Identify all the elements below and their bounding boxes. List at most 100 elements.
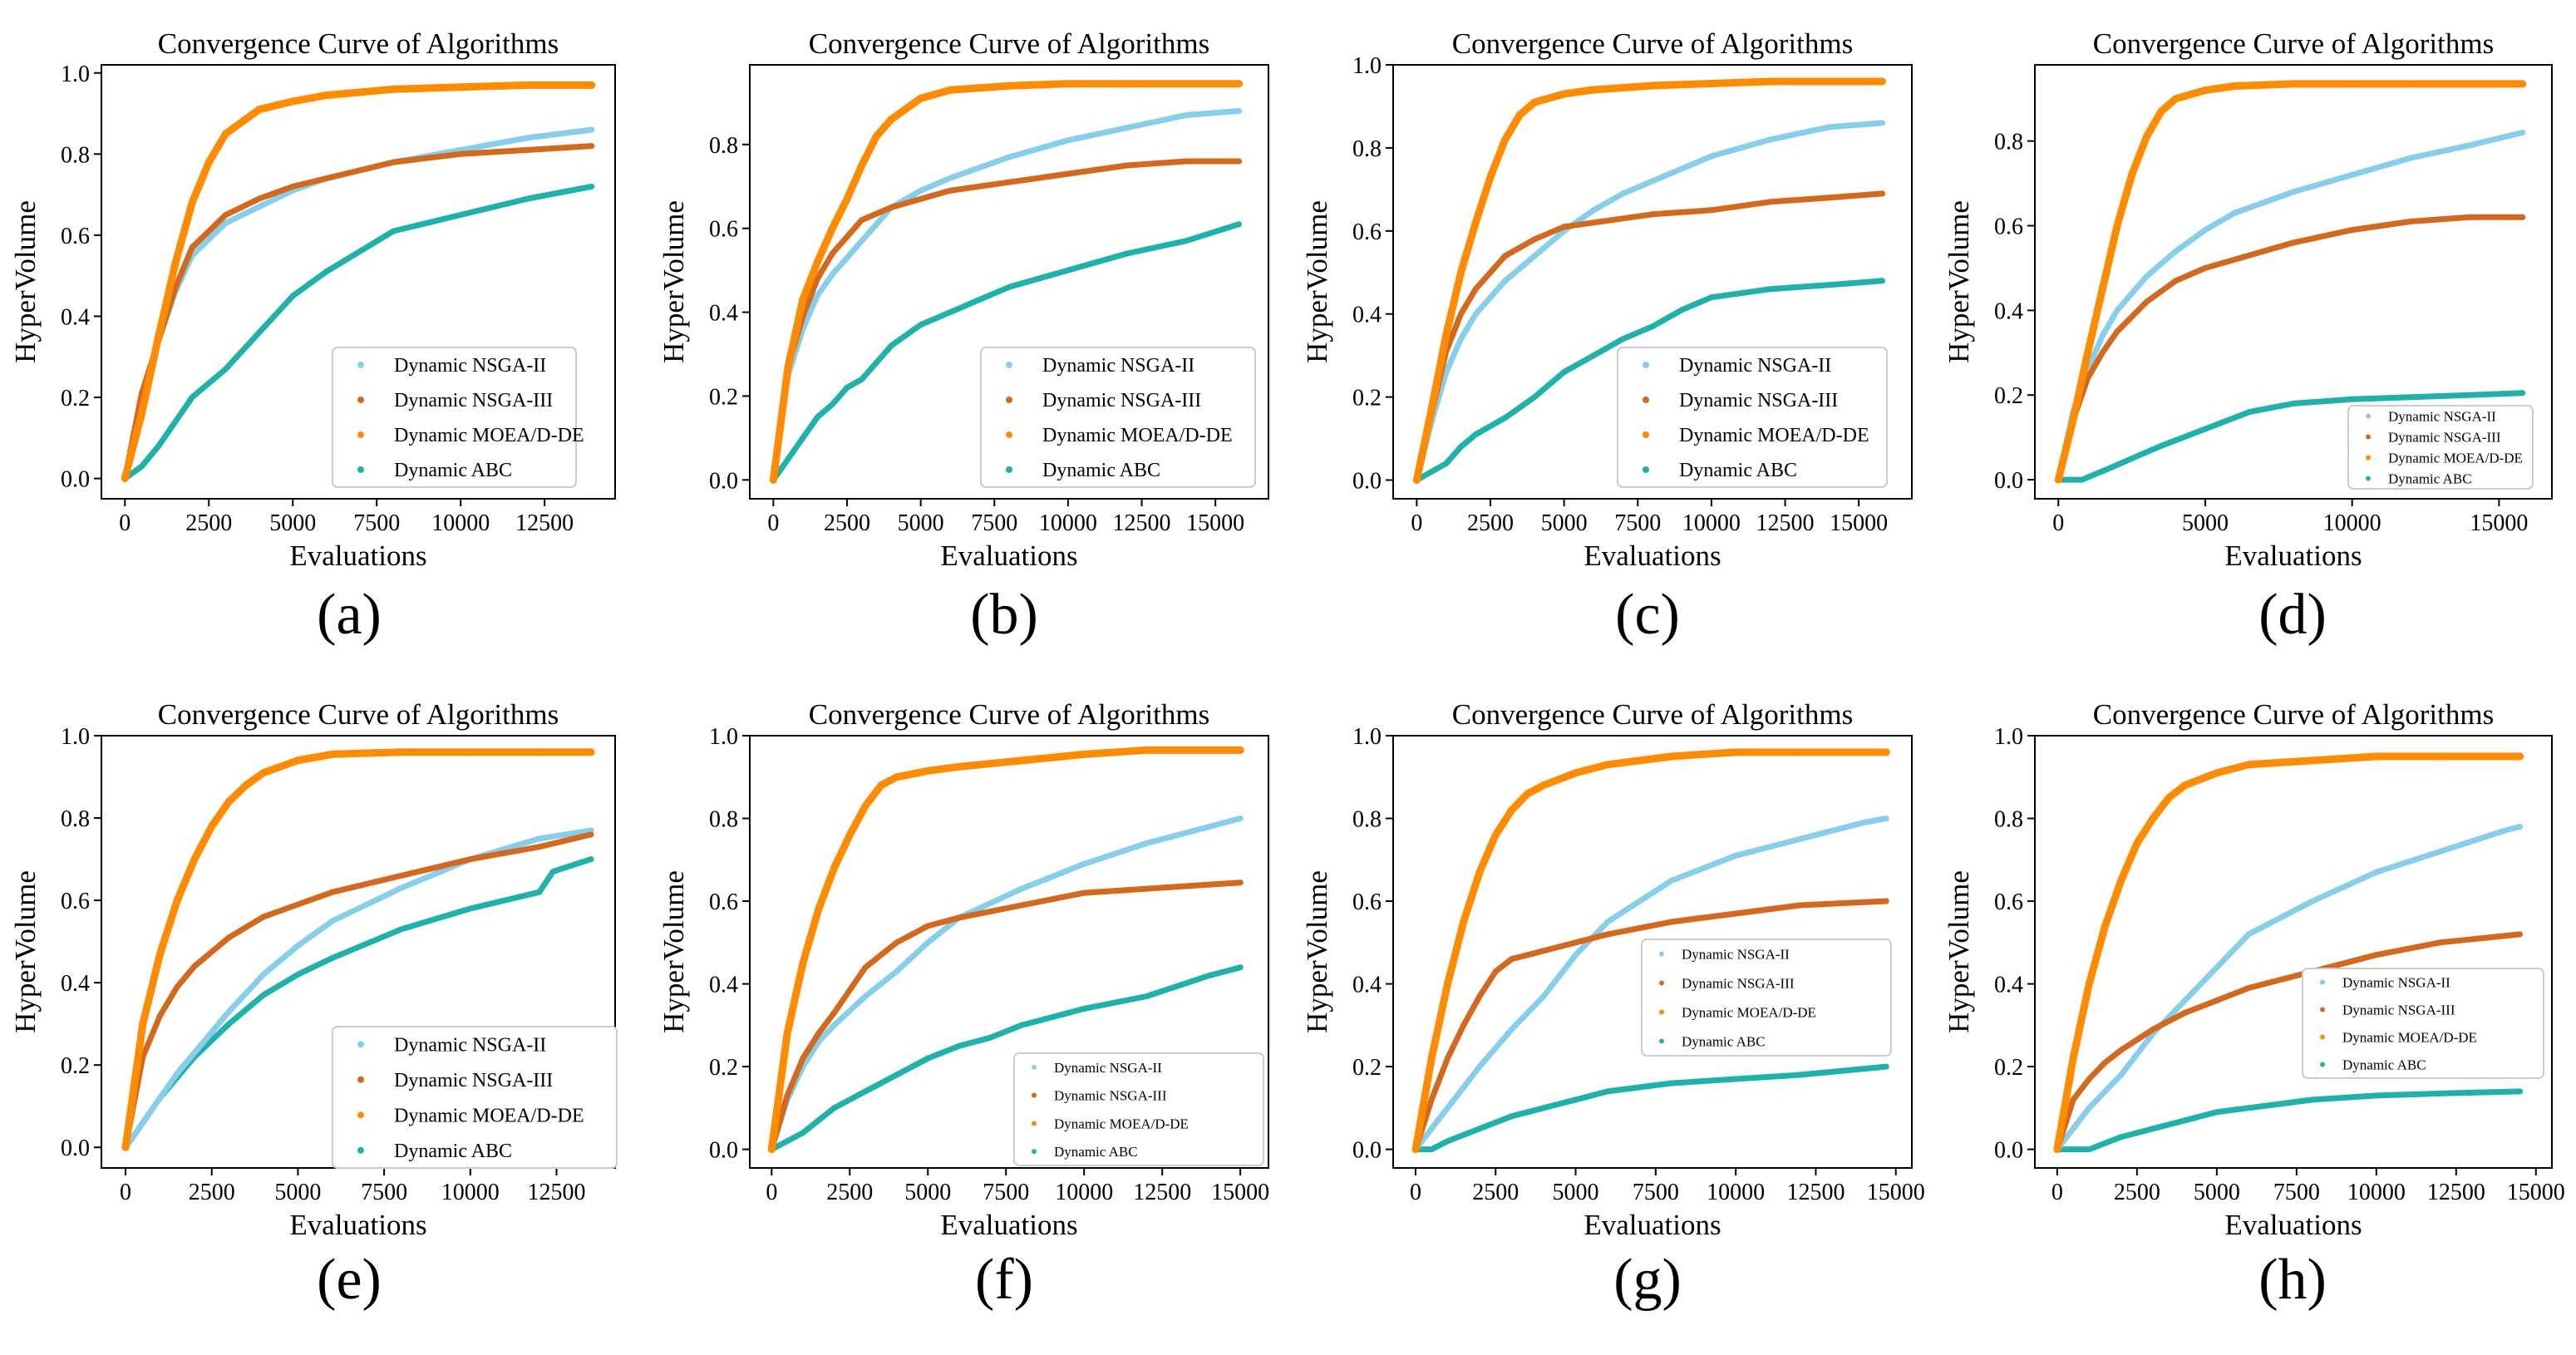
legend-marker-abc bbox=[1032, 1149, 1037, 1155]
x-axis-label: Evaluations bbox=[289, 1209, 426, 1241]
data-point-moead bbox=[389, 85, 397, 93]
data-point-nsga3 bbox=[2517, 931, 2524, 938]
data-point-nsga2 bbox=[2182, 998, 2188, 1003]
data-point-moead bbox=[2128, 170, 2136, 179]
data-point-nsga3 bbox=[2437, 939, 2444, 946]
data-point-nsga3 bbox=[1649, 211, 1656, 218]
data-point-moead bbox=[139, 1020, 147, 1028]
legend-label-nsga3: Dynamic NSGA-III bbox=[1042, 390, 1201, 411]
y-tick-label: 0.4 bbox=[1352, 303, 1382, 328]
series-line-nsga3 bbox=[1412, 898, 1889, 1153]
data-point-moead bbox=[2519, 80, 2527, 88]
data-point-abc bbox=[549, 868, 556, 875]
chart-title: Convergence Curve of Algorithms bbox=[158, 698, 559, 731]
series-line-abc bbox=[2055, 390, 2526, 483]
y-tick-label: 0.4 bbox=[61, 304, 90, 330]
y-tick-label: 0.2 bbox=[709, 1055, 738, 1081]
data-point-moead bbox=[1539, 781, 1548, 790]
x-tick-label: 10000 bbox=[2323, 510, 2381, 536]
data-point-nsga3 bbox=[1018, 902, 1025, 909]
data-point-moead bbox=[2098, 285, 2106, 293]
data-point-nsga2 bbox=[1604, 919, 1611, 925]
y-tick-label: 0.6 bbox=[709, 889, 738, 915]
legend-label-abc: Dynamic ABC bbox=[1054, 1144, 1138, 1160]
legend-marker-abc bbox=[1643, 466, 1649, 473]
data-point-abc bbox=[1443, 461, 1450, 466]
y-tick-label: 0.6 bbox=[1352, 219, 1382, 245]
data-point-nsga3 bbox=[256, 195, 263, 202]
x-tick-label: 2500 bbox=[1472, 1180, 1519, 1205]
y-tick-label: 1.0 bbox=[1352, 53, 1382, 79]
x-tick-label: 5000 bbox=[2194, 1180, 2240, 1205]
data-point-nsga2 bbox=[859, 238, 865, 244]
data-point-nsga3 bbox=[2245, 985, 2252, 991]
legend-label-nsga3: Dynamic NSGA-III bbox=[2388, 430, 2501, 446]
data-point-nsga2 bbox=[1183, 112, 1189, 118]
data-point-abc bbox=[1879, 278, 1885, 284]
data-point-nsga3 bbox=[800, 1055, 806, 1062]
data-point-nsga2 bbox=[588, 827, 594, 834]
data-point-nsga3 bbox=[831, 1009, 837, 1016]
data-point-abc bbox=[859, 376, 865, 382]
data-point-abc bbox=[2309, 1096, 2316, 1103]
data-point-moead bbox=[1142, 746, 1150, 754]
legend-marker-moead bbox=[2366, 455, 2371, 461]
legend-label-nsga3: Dynamic NSGA-III bbox=[394, 1070, 553, 1091]
data-point-nsga3 bbox=[2373, 952, 2380, 958]
data-point-abc bbox=[588, 856, 594, 863]
x-tick-label: 2500 bbox=[2114, 1180, 2160, 1205]
legend-label-abc: Dynamic ABC bbox=[2342, 1057, 2426, 1073]
data-point-nsga2 bbox=[1826, 124, 1833, 131]
data-point-moead bbox=[917, 94, 925, 102]
data-point-abc bbox=[2466, 392, 2473, 398]
data-point-nsga3 bbox=[1708, 207, 1715, 214]
y-tick-label: 0.6 bbox=[1352, 889, 1382, 915]
data-point-moead bbox=[1123, 80, 1131, 88]
y-tick-label: 0.4 bbox=[1994, 298, 2023, 324]
data-point-nsga2 bbox=[1732, 852, 1739, 859]
data-point-nsga3 bbox=[2349, 227, 2356, 234]
data-point-abc bbox=[800, 1130, 806, 1136]
data-point-nsga3 bbox=[815, 1030, 822, 1037]
data-point-nsga2 bbox=[947, 175, 953, 181]
data-point-abc bbox=[815, 1117, 822, 1124]
legend-marker-nsga3 bbox=[1006, 397, 1012, 403]
y-tick-label: 0.6 bbox=[61, 224, 90, 249]
data-point-nsga3 bbox=[784, 1092, 791, 1099]
legend-marker-moead bbox=[1659, 1009, 1664, 1015]
data-point-moead bbox=[2157, 107, 2165, 116]
data-point-moead bbox=[1879, 77, 1886, 86]
data-point-nsga3 bbox=[398, 872, 405, 879]
data-point-moead bbox=[323, 91, 331, 100]
data-point-moead bbox=[2516, 752, 2524, 761]
x-axis-label: Evaluations bbox=[940, 540, 1077, 572]
data-point-nsga3 bbox=[1124, 162, 1130, 169]
data-point-nsga3 bbox=[2290, 239, 2297, 246]
x-tick-label: 7500 bbox=[1633, 1180, 1679, 1205]
data-point-abc bbox=[2070, 1146, 2076, 1153]
data-point-nsga2 bbox=[2086, 1105, 2092, 1111]
data-point-abc bbox=[1531, 394, 1538, 401]
data-point-moead bbox=[1411, 1146, 1420, 1154]
data-point-moead bbox=[2101, 922, 2109, 930]
data-point-nsga3 bbox=[2102, 1059, 2108, 1066]
data-point-nsga2 bbox=[589, 126, 595, 133]
legend-marker-moead bbox=[1032, 1121, 1037, 1126]
data-point-nsga3 bbox=[1183, 158, 1189, 165]
data-point-abc bbox=[1620, 336, 1626, 342]
data-point-moead bbox=[2142, 133, 2150, 141]
panel-label: (e) bbox=[317, 1248, 382, 1312]
data-point-nsga3 bbox=[588, 831, 594, 838]
data-point-moead bbox=[588, 81, 596, 89]
legend-marker-nsga2 bbox=[1659, 951, 1664, 957]
data-point-nsga2 bbox=[1767, 136, 1774, 143]
data-point-moead bbox=[1427, 406, 1436, 414]
data-point-moead bbox=[1560, 90, 1569, 98]
legend-marker-nsga2 bbox=[357, 1041, 364, 1048]
data-point-nsga3 bbox=[1237, 880, 1244, 886]
data-point-moead bbox=[2149, 815, 2157, 822]
data-point-abc bbox=[1445, 1138, 1451, 1145]
y-tick-label: 0.4 bbox=[709, 973, 738, 998]
data-point-abc bbox=[457, 212, 464, 218]
data-point-moead bbox=[1460, 918, 1468, 926]
